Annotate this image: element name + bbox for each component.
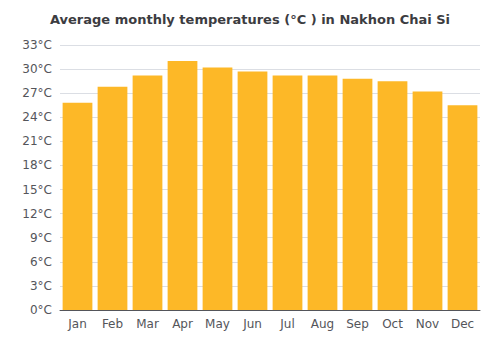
svg-text:33°C: 33°C [22,38,52,52]
svg-text:9°C: 9°C [30,231,52,245]
svg-text:Jun: Jun [242,317,262,331]
svg-text:Mar: Mar [136,317,159,331]
svg-text:15°C: 15°C [22,183,52,197]
svg-text:27°C: 27°C [22,86,52,100]
svg-text:30°C: 30°C [22,62,52,76]
svg-text:6°C: 6°C [30,255,52,269]
svg-text:May: May [205,317,230,331]
svg-text:Dec: Dec [451,317,474,331]
svg-text:Nov: Nov [416,317,439,331]
svg-text:12°C: 12°C [22,207,52,221]
svg-text:Jul: Jul [279,317,294,331]
svg-text:3°C: 3°C [30,279,52,293]
svg-text:Sep: Sep [346,317,369,331]
svg-text:24°C: 24°C [22,110,52,124]
svg-text:18°C: 18°C [22,158,52,172]
svg-text:Apr: Apr [172,317,193,331]
svg-text:Oct: Oct [382,317,403,331]
svg-text:0°C: 0°C [30,303,52,317]
svg-text:Average monthly temperatures (: Average monthly temperatures (°C ) in Na… [50,12,450,27]
svg-text:21°C: 21°C [22,134,52,148]
svg-text:Feb: Feb [102,317,123,331]
svg-text:Jan: Jan [67,317,87,331]
svg-text:Aug: Aug [311,317,334,331]
